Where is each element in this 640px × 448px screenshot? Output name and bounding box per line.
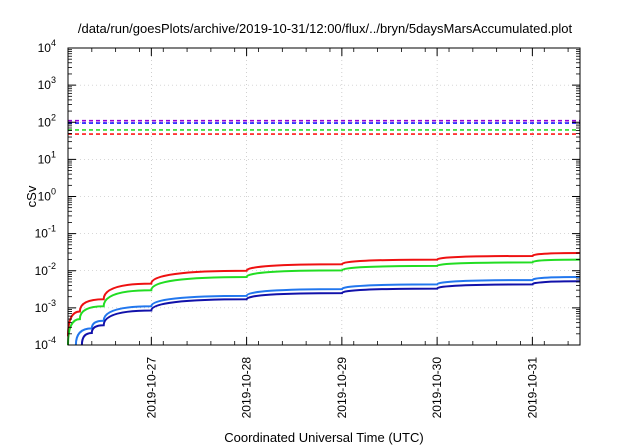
x-axis-label: Coordinated Universal Time (UTC): [224, 430, 423, 445]
y-tick-base: 10: [38, 152, 52, 166]
y-tick-label: 102: [38, 112, 56, 129]
y-tick-base: 10: [35, 264, 49, 278]
series-line: [74, 276, 581, 346]
y-tick-exponent: -1: [48, 224, 56, 234]
y-tick-base: 10: [38, 190, 52, 204]
y-tick-base: 10: [38, 78, 52, 92]
x-tick-label: 2019-10-31: [525, 357, 539, 419]
series-line: [67, 258, 581, 346]
grid: [68, 48, 580, 345]
y-tick-label: 10-1: [35, 224, 56, 241]
y-tick-label: 103: [38, 75, 56, 92]
series-line: [80, 280, 581, 346]
threshold-lines: [68, 119, 580, 135]
y-tick-base: 10: [35, 301, 49, 315]
y-axis-label: cSv: [24, 185, 39, 207]
y-tick-label: 100: [38, 187, 56, 204]
x-tick-label: 2019-10-30: [430, 357, 444, 419]
y-tick-label: 10-2: [35, 261, 56, 278]
y-tick-base: 10: [35, 227, 49, 241]
y-tick-label: 10-4: [35, 335, 56, 352]
x-tick-label: 2019-10-29: [335, 357, 349, 419]
y-tick-label: 101: [38, 149, 56, 166]
x-tick-labels: 2019-10-27 2019-10-28 2019-10-29 2019-10-30…: [144, 357, 539, 419]
chart-title: /data/run/goesPlots/archive/2019-10-31/1…: [78, 21, 573, 36]
y-tick-exponent: 0: [51, 187, 56, 197]
y-tick-exponent: -2: [48, 261, 56, 271]
y-tick-base: 10: [38, 41, 52, 55]
series-lines: [67, 252, 581, 346]
y-tick-base: 10: [38, 115, 52, 129]
x-tick-label: 2019-10-27: [144, 357, 158, 419]
y-tick-base: 10: [35, 338, 49, 352]
y-tick-exponent: 2: [51, 112, 56, 122]
y-tick-label: 104: [38, 38, 56, 55]
x-tick-label: 2019-10-28: [240, 357, 254, 419]
series-line: [67, 252, 581, 337]
y-tick-label: 10-3: [35, 298, 56, 315]
y-tick-exponent: -3: [48, 298, 56, 308]
y-tick-exponent: 4: [51, 38, 56, 48]
y-tick-exponent: 3: [51, 75, 56, 85]
y-tick-exponent: -4: [48, 335, 56, 345]
y-tick-exponent: 1: [51, 149, 56, 159]
axis-ticks: [67, 47, 580, 346]
